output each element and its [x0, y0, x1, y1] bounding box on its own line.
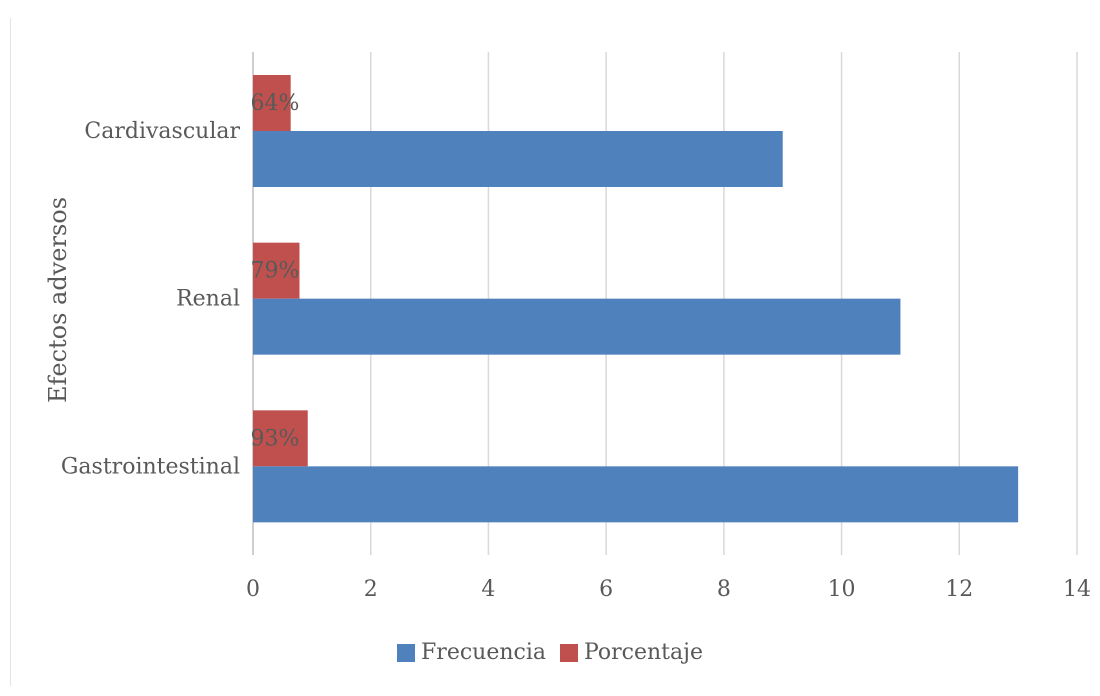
data-label-porcentaje: 93% — [251, 426, 300, 451]
category-labels: Cardivascular Renal Gastrointestinal — [61, 119, 241, 479]
category-label: Gastrointestinal — [61, 454, 240, 479]
bar-frecuencia — [253, 131, 783, 187]
bar-porcentaje — [253, 242, 300, 299]
legend-swatch-frecuencia — [397, 643, 416, 662]
x-tick-label: 14 — [1063, 577, 1091, 602]
legend: Frecuencia Porcentaje — [0, 640, 1100, 665]
legend-item-frecuencia: Frecuencia — [397, 640, 546, 665]
legend-swatch-porcentaje — [559, 643, 578, 662]
chart-border — [10, 18, 11, 686]
legend-item-porcentaje: Porcentaje — [559, 640, 703, 665]
category-label: Cardivascular — [84, 119, 240, 144]
bar-porcentaje — [253, 75, 291, 131]
category-label: Renal — [176, 287, 240, 312]
x-tick-label: 8 — [717, 577, 731, 602]
legend-label-frecuencia: Frecuencia — [421, 640, 546, 665]
x-tick-label: 10 — [828, 577, 856, 602]
y-axis-title: Efectos adversos — [44, 197, 72, 403]
legend-label-porcentaje: Porcentaje — [583, 640, 703, 665]
bars — [253, 75, 1019, 523]
data-labels: 64% 79% 93% — [251, 91, 300, 451]
x-tick-label: 0 — [246, 577, 260, 602]
bar-porcentaje — [253, 410, 308, 467]
data-label-porcentaje: 79% — [251, 259, 300, 284]
x-tick-labels: 0 2 4 6 8 10 12 14 — [246, 577, 1091, 602]
bar-frecuencia — [253, 466, 1019, 523]
x-tick-label: 6 — [599, 577, 613, 602]
bar-frecuencia — [253, 298, 901, 355]
x-tick-label: 4 — [481, 577, 495, 602]
data-label-porcentaje: 64% — [251, 91, 300, 116]
x-tick-label: 2 — [364, 577, 378, 602]
x-tick-label: 12 — [945, 577, 973, 602]
